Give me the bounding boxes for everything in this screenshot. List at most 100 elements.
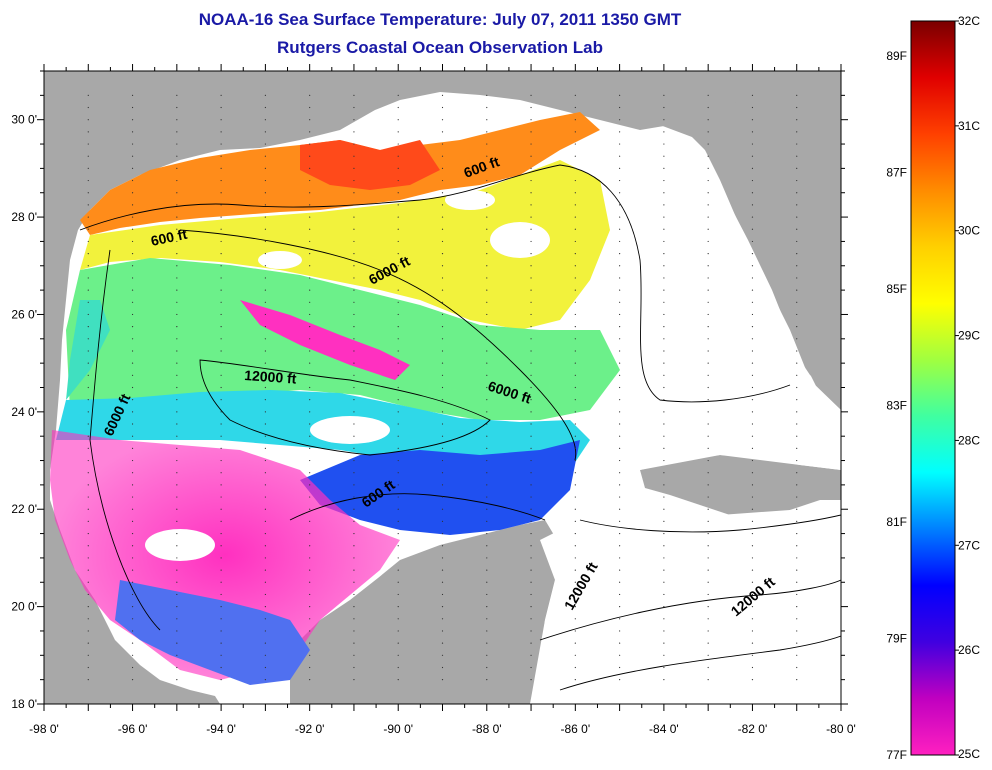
grid-dot xyxy=(131,106,134,109)
grid-dot xyxy=(663,618,665,620)
grid-dot xyxy=(707,435,709,437)
grid-dot xyxy=(663,106,665,109)
grid-dot xyxy=(441,447,444,449)
grid-dot xyxy=(131,277,134,279)
grid-dot xyxy=(707,581,709,583)
map-title: NOAA-16 Sea Surface Temperature: July 07… xyxy=(198,10,682,29)
grid-dot xyxy=(131,569,134,571)
grid-dot xyxy=(619,277,621,279)
grid-dot xyxy=(707,423,709,425)
grid-dot xyxy=(87,447,89,449)
grid-dot xyxy=(309,447,311,449)
grid-dot xyxy=(176,252,178,255)
grid-dot xyxy=(530,313,532,316)
grid-dot xyxy=(87,459,89,462)
grid-dot xyxy=(176,386,178,389)
grid-dot xyxy=(441,192,444,194)
grid-dot xyxy=(619,593,621,596)
grid-dot xyxy=(441,362,444,364)
grid-dot xyxy=(264,618,266,620)
grid-dot xyxy=(264,240,266,243)
grid-dot xyxy=(751,666,754,669)
grid-dot xyxy=(309,289,311,291)
grid-dot xyxy=(353,131,355,133)
grid-dot xyxy=(131,666,134,669)
grid-dot xyxy=(220,423,222,425)
grid-dot xyxy=(663,496,665,498)
grid-dot xyxy=(663,557,665,559)
grid-dot xyxy=(619,630,621,632)
grid-dot xyxy=(619,131,621,133)
grid-dot xyxy=(574,289,576,291)
grid-dot xyxy=(663,435,665,437)
grid-dot xyxy=(619,557,621,559)
grid-dot xyxy=(441,326,444,328)
lat-tick-label: 24 0' xyxy=(11,405,37,419)
grid-dot xyxy=(486,642,488,644)
grid-dot xyxy=(707,204,709,206)
grid-dot xyxy=(530,679,532,681)
grid-dot xyxy=(619,252,621,255)
grid-dot xyxy=(397,581,399,583)
grid-dot xyxy=(707,520,709,523)
grid-dot xyxy=(663,411,665,413)
grid-dot xyxy=(441,484,444,486)
grid-dot xyxy=(309,167,311,169)
grid-dot xyxy=(574,362,576,364)
grid-dot xyxy=(486,179,488,182)
grid-dot xyxy=(353,252,355,255)
grid-dot xyxy=(619,301,621,303)
grid-dot xyxy=(707,545,709,547)
colorbar-fahrenheit-label: 77F xyxy=(886,748,907,762)
grid-dot xyxy=(353,374,355,376)
grid-dot xyxy=(264,106,266,109)
grid-dot xyxy=(574,581,576,583)
grid-dot xyxy=(87,228,89,230)
grid-dot xyxy=(309,618,311,620)
grid-dot xyxy=(619,228,621,230)
grid-dot xyxy=(530,581,532,583)
grid-dot xyxy=(220,167,222,169)
grid-dot xyxy=(264,484,266,486)
grid-dot xyxy=(87,642,89,644)
grid-dot xyxy=(663,447,665,449)
grid-dot xyxy=(441,557,444,559)
grid-dot xyxy=(176,484,178,486)
grid-dot xyxy=(309,423,311,425)
grid-dot xyxy=(264,119,266,121)
grid-dot xyxy=(486,167,488,169)
grid-dot xyxy=(530,374,532,376)
grid-dot xyxy=(397,679,399,681)
grid-dot xyxy=(131,472,134,474)
grid-dot xyxy=(87,618,89,620)
grid-dot xyxy=(486,192,488,194)
grid-dot xyxy=(707,289,709,291)
grid-dot xyxy=(707,411,709,413)
grid-dot xyxy=(220,679,222,681)
grid-dot xyxy=(707,143,709,145)
grid-dot xyxy=(530,654,532,656)
grid-dot xyxy=(796,666,798,669)
grid-dot xyxy=(530,143,532,145)
grid-dot xyxy=(264,569,266,571)
grid-dot xyxy=(309,313,311,316)
grid-dot xyxy=(619,642,621,644)
grid-dot xyxy=(87,679,89,681)
grid-dot xyxy=(176,545,178,547)
contour-label-1: 600 ft xyxy=(149,226,188,249)
grid-dot xyxy=(796,423,798,425)
grid-dot xyxy=(796,106,798,109)
grid-dot xyxy=(441,399,444,401)
grid-dot xyxy=(309,545,311,547)
grid-dot xyxy=(751,265,754,267)
grid-dot xyxy=(264,545,266,547)
grid-dot xyxy=(87,313,89,316)
grid-dot xyxy=(486,155,488,157)
grid-dot xyxy=(87,350,89,352)
grid-dot xyxy=(441,666,444,669)
grid-dot xyxy=(309,484,311,486)
grid-dot xyxy=(751,289,754,291)
cloud-patch-4 xyxy=(445,190,495,210)
grid-dot xyxy=(619,204,621,206)
